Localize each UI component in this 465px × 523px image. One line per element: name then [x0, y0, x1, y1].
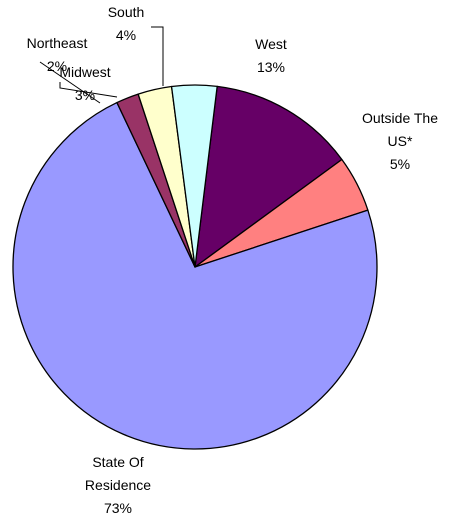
slice-value-label-midwest: 3%	[75, 87, 95, 103]
pie-slice-state-of-residence	[12, 101, 378, 450]
slice-value-label-outside-the-us: 5%	[390, 156, 410, 172]
pie-slice-south	[170, 84, 218, 268]
slice-label-midwest: Midwest	[59, 64, 110, 80]
pie-slices	[12, 84, 378, 450]
slice-labels: West 13% Outside The US* 5% State Of Residence…	[27, 4, 439, 516]
slice-value-label-south: 4%	[116, 27, 136, 43]
pie-slice-west	[194, 85, 343, 268]
slice-value-label-state-of-residence: 73%	[104, 500, 132, 516]
leader-line-midwest	[59, 82, 118, 98]
slice-label-state-of-residence: State Of Residence	[85, 454, 151, 493]
leader-line-south	[151, 26, 164, 86]
slice-label-northeast: Northeast	[27, 35, 88, 51]
slice-value-label-west: 13%	[257, 59, 285, 75]
leader-lines	[39, 26, 164, 104]
slice-value-label-northeast: 2%	[47, 58, 67, 74]
leader-line-northeast	[39, 61, 101, 104]
slice-label-west: West	[255, 36, 287, 52]
slice-label-outside-the-us: Outside The US*	[362, 110, 438, 149]
slice-label-south: South	[108, 4, 145, 20]
